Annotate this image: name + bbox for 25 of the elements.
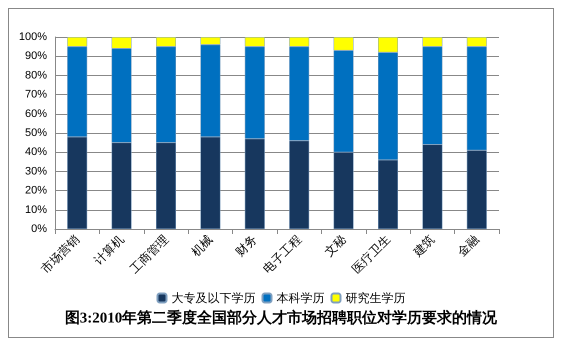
y-tick-label: 80%	[24, 69, 48, 82]
y-tick-label: 90%	[24, 50, 48, 62]
x-tick-label: 计算机	[91, 232, 127, 268]
y-tick-label: 100%	[18, 31, 48, 43]
y-tick-label: 20%	[24, 184, 48, 197]
x-tick-label: 医疗卫生	[349, 232, 393, 276]
x-tick-label: 金融	[454, 232, 482, 259]
y-tick-label: 50%	[24, 127, 48, 139]
x-tick-label: 文秘	[322, 232, 349, 259]
y-tick-label: 60%	[24, 108, 48, 120]
y-tick-label: 40%	[24, 146, 48, 158]
legend-label: 大专及以下学历	[172, 291, 256, 305]
x-tick-label: 市场营销	[38, 232, 82, 276]
x-tick-label: 财务	[232, 232, 260, 259]
legend-label: 本科学历	[276, 291, 324, 305]
legend-label: 研究生学历	[346, 291, 406, 305]
x-tick-label: 建筑	[410, 232, 438, 260]
x-tick-label: 机械	[188, 232, 216, 259]
y-tick-label: 70%	[24, 88, 48, 101]
x-tick-label: 工商管理	[127, 232, 171, 276]
x-tick-label: 电子工程	[260, 232, 304, 276]
y-tick-label: 10%	[24, 204, 48, 216]
y-tick-label: 0%	[31, 223, 48, 235]
text: 图3:2010年第二季度全国部分人才市场招聘职位对学历要求的情况	[64, 308, 498, 326]
y-tick-label: 30%	[24, 165, 48, 178]
